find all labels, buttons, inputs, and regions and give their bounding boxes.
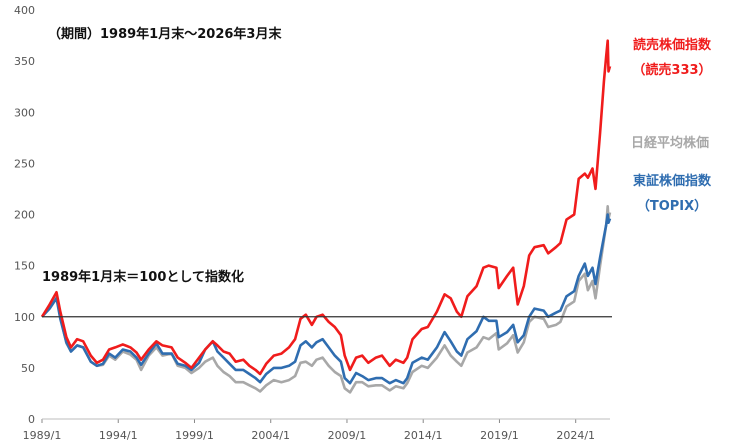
y-tick-label: 0	[28, 413, 35, 426]
y-tick-label: 400	[14, 4, 35, 17]
y-tick-label: 250	[14, 157, 35, 170]
y-tick-label: 300	[14, 106, 35, 119]
x-tick-label: 2024/1	[556, 429, 595, 442]
legend-label: （TOPIX）	[637, 198, 707, 214]
x-tick-label: 2004/1	[251, 429, 290, 442]
period-note: （期間）1989年1月末〜2026年3月末	[48, 26, 282, 42]
series-line-0	[40, 39, 612, 376]
y-tick-label: 100	[14, 311, 35, 324]
x-axis: 1989/1 1994/1 1999/1 2004/1 2009/1 2014/1 2019…	[23, 419, 595, 442]
y-tick-label: 150	[14, 260, 35, 273]
base-note: 1989年1月末＝100として指数化	[42, 269, 244, 285]
y-axis: 0 50 100 150 200 250 300 350 400	[14, 4, 35, 426]
legend-label: 日経平均株価	[631, 135, 709, 151]
y-tick-label: 350	[14, 55, 35, 68]
legend-label: （読売333）	[632, 62, 711, 78]
legend-label: 読売株価指数	[633, 37, 712, 53]
x-tick-label: 2014/1	[404, 429, 443, 442]
series-layer	[40, 39, 612, 394]
x-tick-label: 2019/1	[480, 429, 519, 442]
legend-label: 東証株価指数	[633, 173, 712, 189]
y-tick-label: 200	[14, 209, 35, 222]
series-line-1	[40, 205, 612, 394]
x-tick-label: 1999/1	[175, 429, 214, 442]
x-tick-label: 1994/1	[99, 429, 138, 442]
x-tick-label: 2009/1	[328, 429, 367, 442]
y-tick-label: 50	[21, 362, 35, 375]
series-line-2	[41, 213, 612, 385]
x-tick-label: 1989/1	[23, 429, 62, 442]
